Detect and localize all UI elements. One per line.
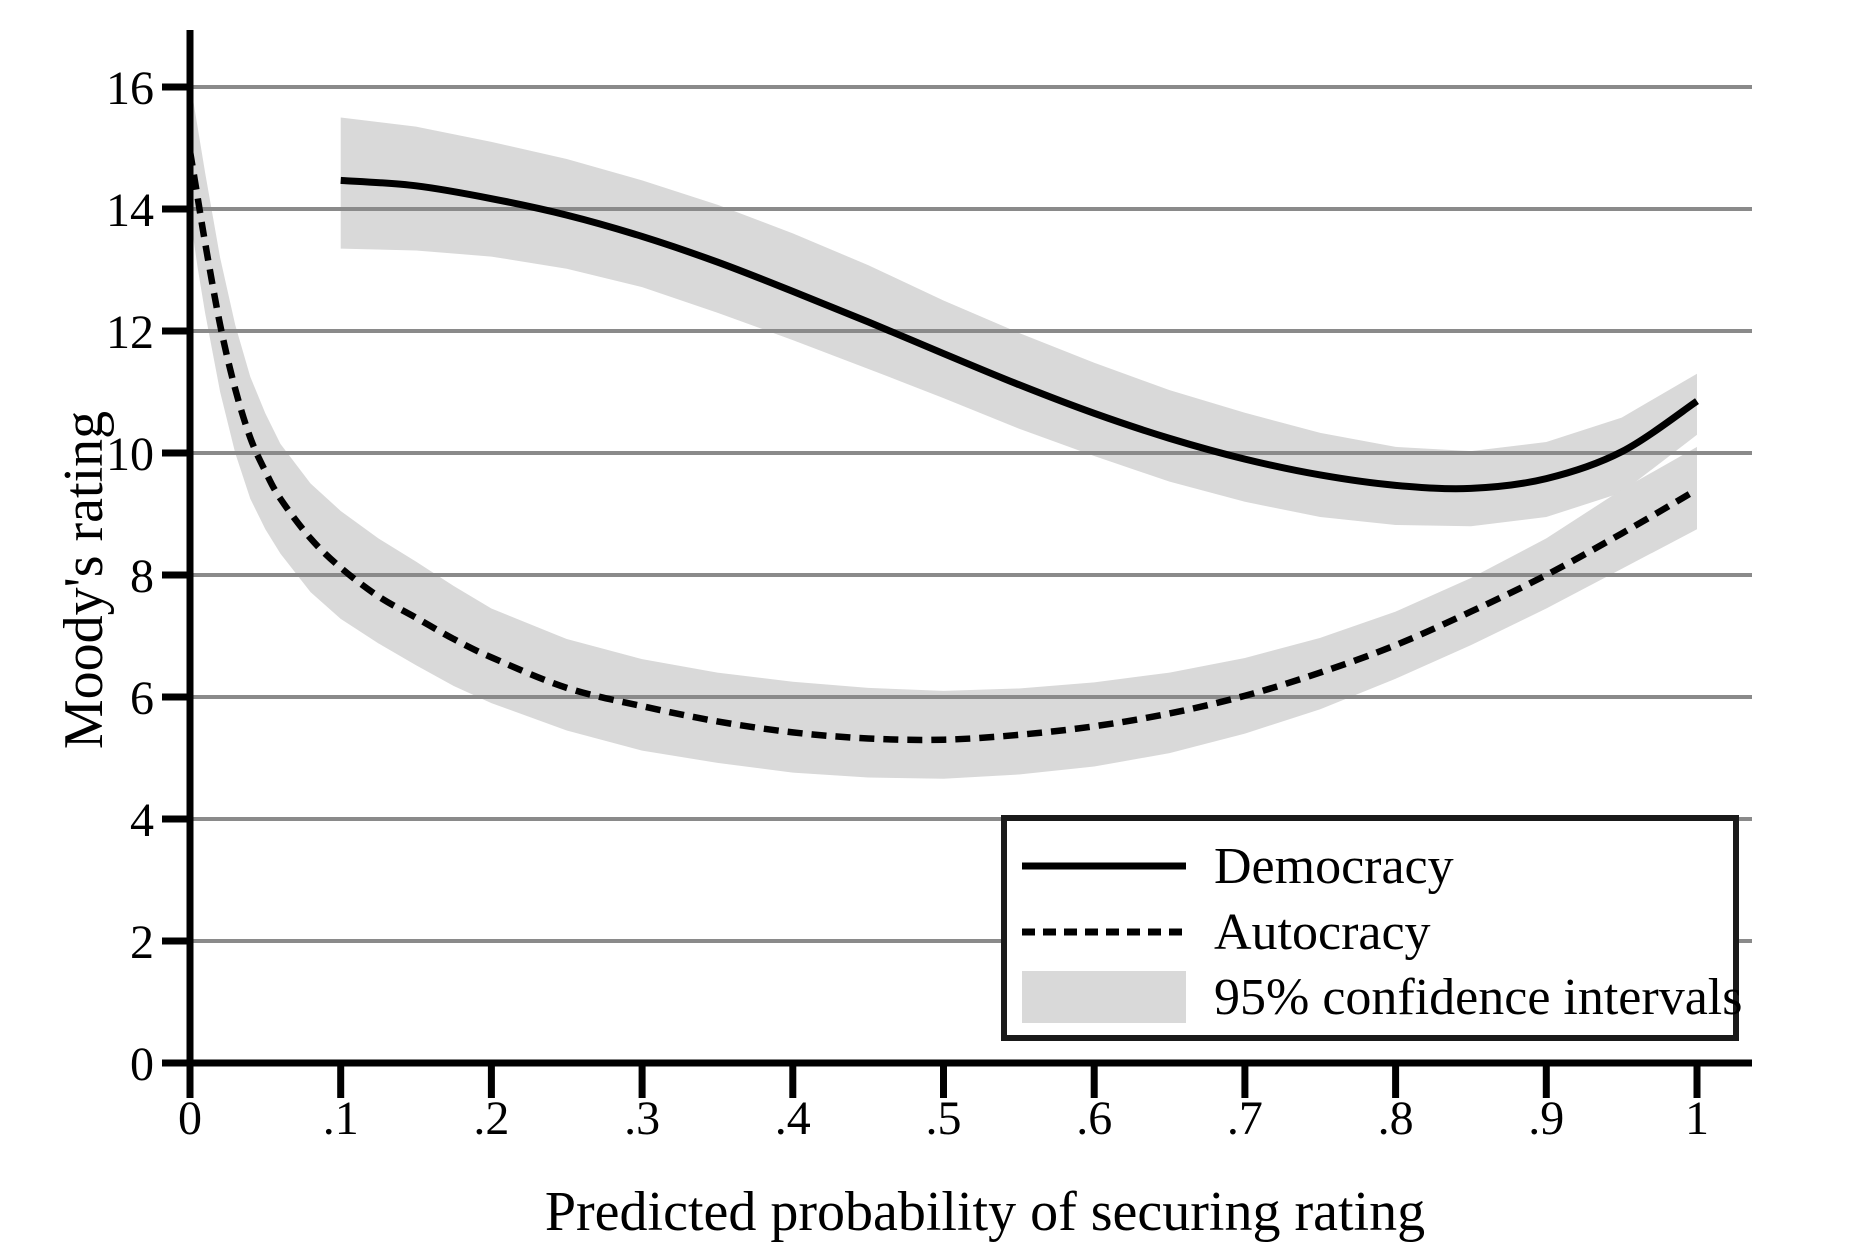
x-tick-label-2: .2 [473,1092,509,1145]
democracy-ci-band [340,117,1698,527]
x-tick-label-5: .5 [926,1092,962,1145]
x-tick-label-8: .8 [1378,1092,1414,1145]
x-tick-label-7: .7 [1227,1092,1263,1145]
x-tick-label-6: .6 [1076,1092,1112,1145]
legend-label-1: Autocracy [1214,904,1431,961]
ci-bands [190,80,1698,779]
x-tick-label-4: .4 [775,1092,811,1145]
y-tick-label-6: 6 [130,672,154,725]
y-axis-title: Moody's rating [53,411,115,749]
y-tick-label-2: 2 [130,916,154,969]
legend-entry-0: Democracy [1022,838,1454,895]
ticks-and-labels: 0 2 4 6 8 10 12 14 16 0 .1 .2 .3 .4 .5 .6 .7 .8 .9 1 [106,62,1709,1145]
y-tick-label-12: 12 [106,306,154,359]
y-tick-label-4: 4 [130,794,154,847]
curves [186,150,1699,744]
x-tick-label-9: .9 [1528,1092,1564,1145]
legend: Democracy Autocracy 95% confidence interva… [1001,815,1742,1041]
x-tick-label-10: 1 [1685,1092,1709,1145]
x-tick-label-1: .1 [323,1092,359,1145]
autocracy-line [186,150,1699,744]
x-tick-label-0: 0 [178,1092,202,1145]
y-tick-label-10: 10 [106,428,154,481]
y-tick-label-8: 8 [130,550,154,603]
y-tick-label-14: 14 [106,184,154,237]
legend-entry-2: 95% confidence intervals [1022,969,1742,1026]
legend-ci-swatch [1022,971,1186,1023]
legend-label-2: 95% confidence intervals [1214,969,1742,1026]
legend-label-0: Democracy [1214,838,1454,895]
y-tick-label-16: 16 [106,62,154,115]
axis-titles: Predicted probability of securing rating… [53,411,1425,1243]
legend-entry-1: Autocracy [1022,904,1431,961]
x-tick-label-3: .3 [624,1092,660,1145]
axes [186,30,1752,1067]
y-tick-label-0: 0 [130,1038,154,1091]
x-axis-title: Predicted probability of securing rating [545,1181,1425,1243]
democracy-line [340,176,1699,493]
